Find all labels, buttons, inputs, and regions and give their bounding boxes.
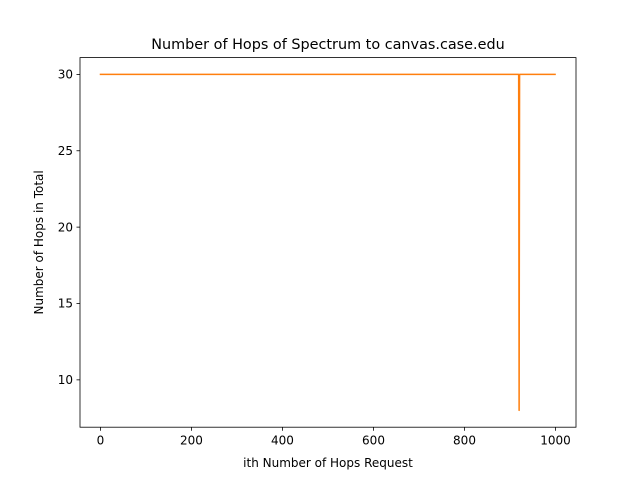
y-tick-label: 10 xyxy=(58,373,73,387)
y-tick-label: 20 xyxy=(58,220,73,234)
x-axis-label: ith Number of Hops Request xyxy=(243,456,413,470)
x-tick-label: 800 xyxy=(453,434,476,448)
series-layer xyxy=(99,73,556,412)
x-axis-ticks: 0 200 400 600 800 1000 xyxy=(97,427,571,448)
y-tick-label: 15 xyxy=(58,297,73,311)
plot-frame xyxy=(79,57,577,428)
series-line-0 xyxy=(99,73,556,412)
y-axis-label: Number of Hops in Total xyxy=(32,170,46,314)
y-axis-ticks: 10 15 20 25 30 xyxy=(58,68,80,387)
x-tick-label: 400 xyxy=(271,434,294,448)
x-tick-label: 600 xyxy=(362,434,385,448)
y-tick-label: 25 xyxy=(58,144,73,158)
y-tick-label: 30 xyxy=(58,68,73,82)
x-tick-label: 200 xyxy=(180,434,203,448)
chart-title: Number of Hops of Spectrum to canvas.cas… xyxy=(151,37,504,53)
x-tick-label: 1000 xyxy=(540,434,571,448)
x-tick-label: 0 xyxy=(97,434,105,448)
